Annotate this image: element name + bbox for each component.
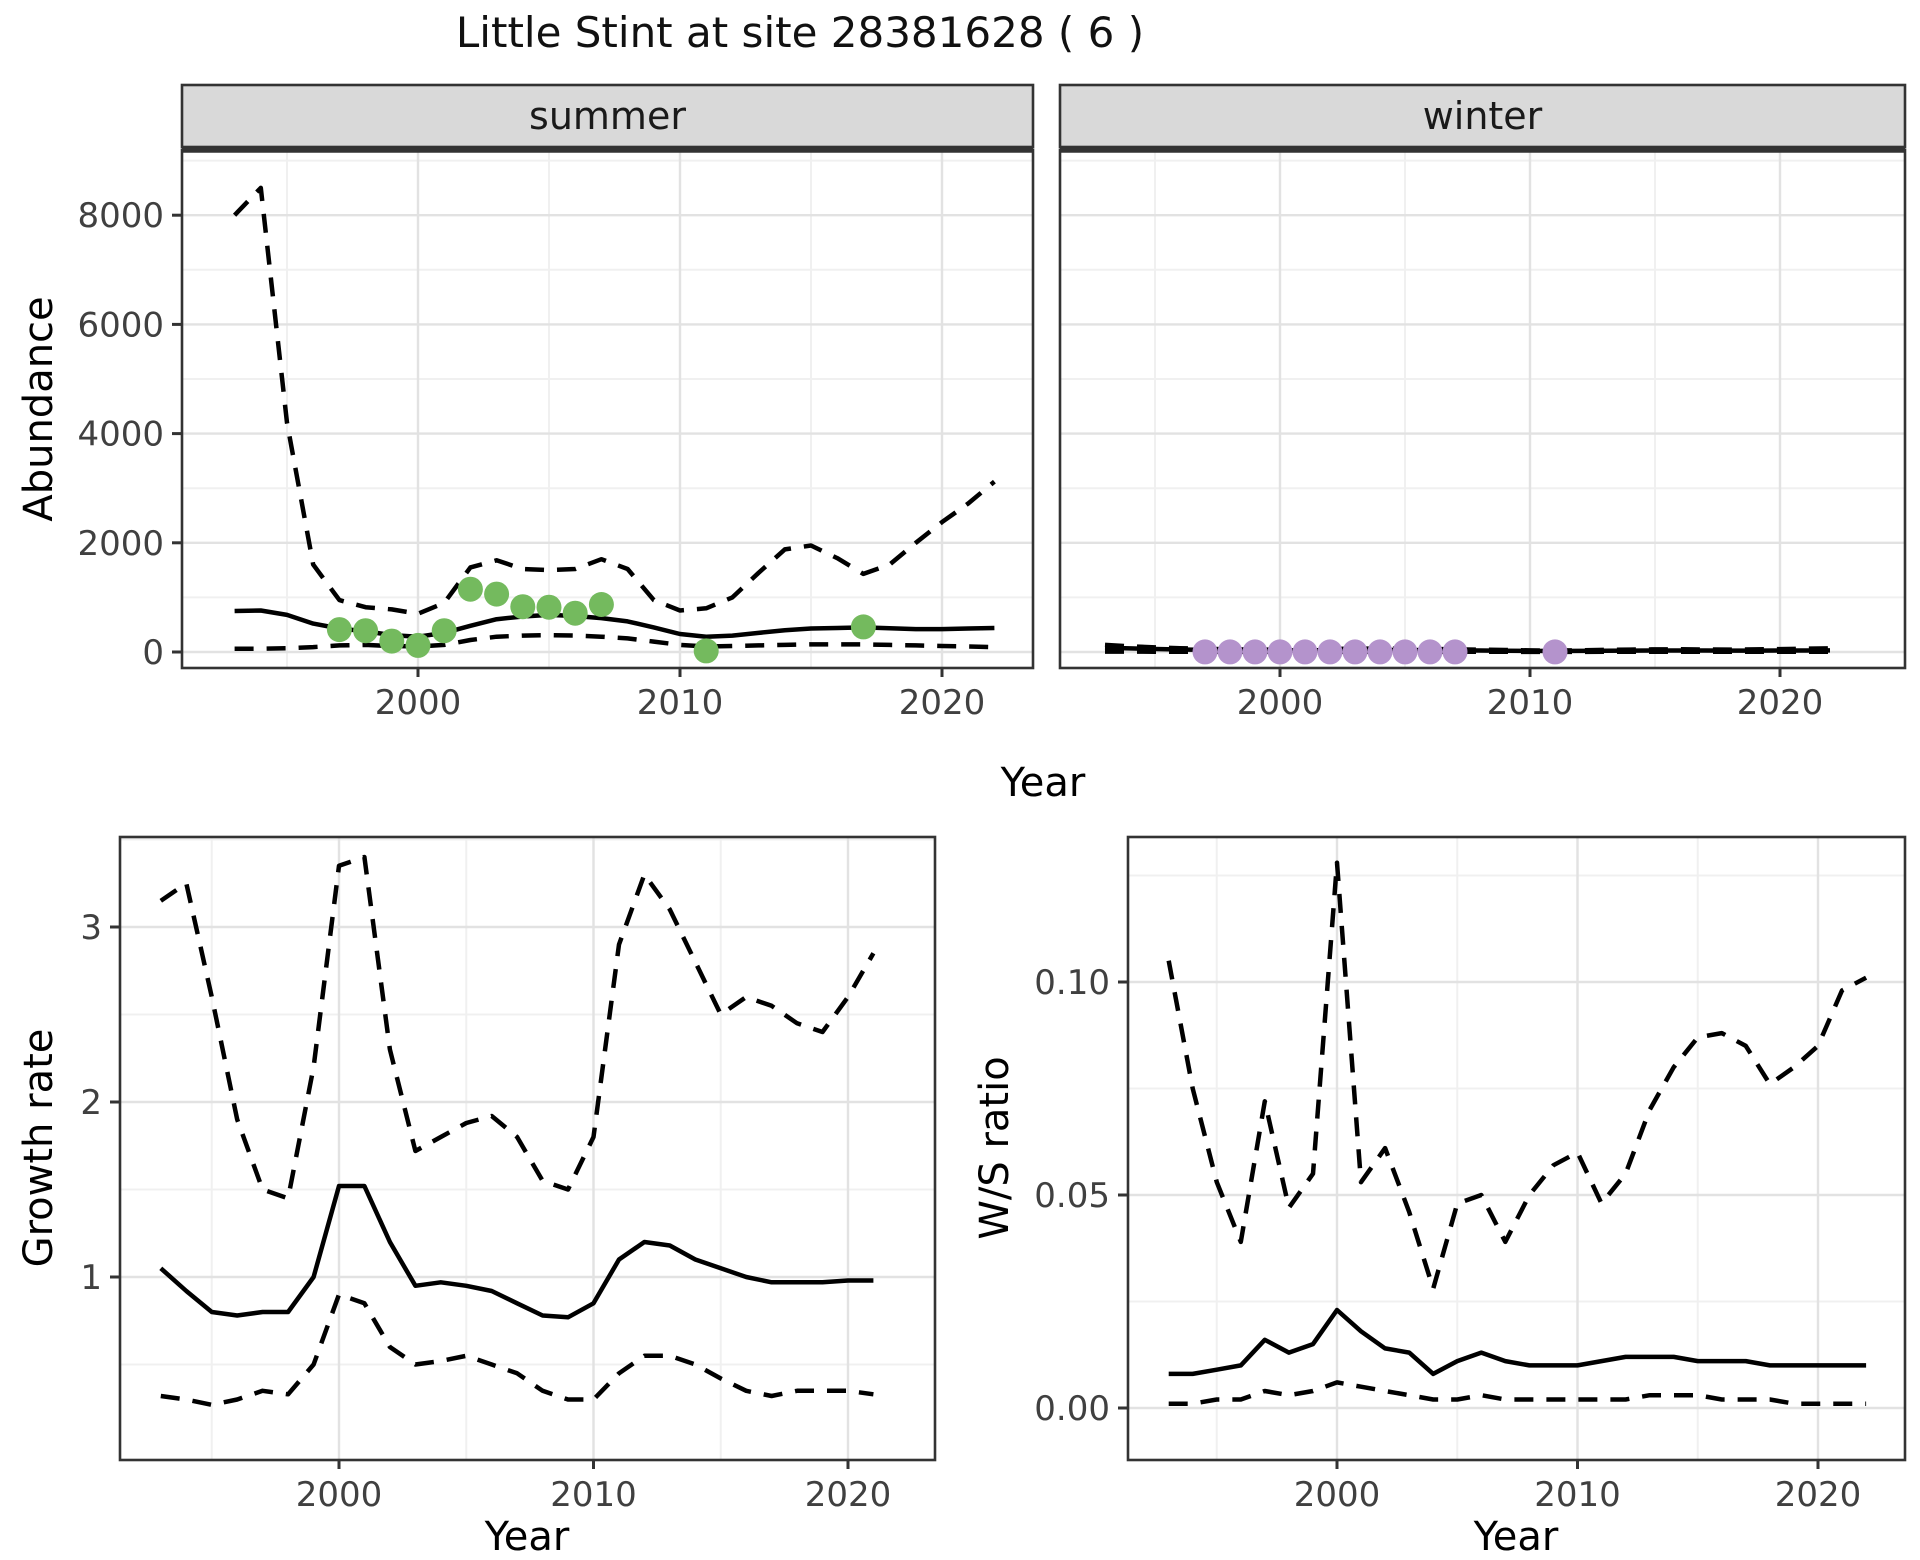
series-lower_95ci: [1168, 1380, 1867, 1406]
panel-background: [1060, 150, 1905, 668]
x-tick-label: 2000: [1294, 1475, 1381, 1515]
data-point-winter: [1417, 639, 1443, 665]
data-point-summer: [405, 632, 431, 658]
y-tick-label: 1: [80, 1258, 102, 1298]
y-tick-label: 0.05: [1034, 1176, 1110, 1216]
data-point-winter: [1192, 639, 1218, 665]
data-point-winter: [1267, 639, 1293, 665]
panel-abundance_summer: summer 2000 2010 2020 0 2000 4000 6000 8000: [77, 83, 1035, 723]
data-point-winter: [1217, 639, 1243, 665]
x-tick-label: 2000: [375, 683, 462, 723]
data-point-summer: [510, 594, 536, 620]
data-point-summer: [457, 576, 483, 602]
panel-border: [118, 835, 937, 1462]
series-mean: [1168, 1307, 1867, 1377]
y-tick-label: 0.00: [1034, 1389, 1110, 1429]
y-tick-label: 2000: [77, 524, 164, 564]
data-point-summer: [536, 594, 562, 620]
data-point-winter: [1442, 639, 1468, 665]
series-upper_95ci: [1166, 860, 1868, 1291]
panel-border: [1126, 835, 1907, 1462]
x-tick-label: 2010: [1534, 1475, 1621, 1515]
panel-background: [182, 150, 1033, 668]
chart-title: Little Stint at site 28381628 ( 6 ): [455, 8, 1145, 57]
x-tick-label: 2020: [1775, 1475, 1862, 1515]
data-point-summer: [562, 600, 588, 626]
y-tick-label: 8000: [77, 196, 164, 236]
panel-growth_rate: 2000 2010 2020 1 2 3: [80, 835, 937, 1515]
data-point-winter: [1542, 639, 1568, 665]
x-axis-title-year-bottom-left: Year: [484, 1514, 570, 1560]
x-tick-label: 2020: [805, 1475, 892, 1515]
x-axis-title-year-top: Year: [1000, 760, 1086, 806]
series-mean: [159, 1183, 874, 1320]
panel-ws_ratio: 2000 2010 2020 0.00 0.05 0.10: [1034, 835, 1907, 1515]
data-point-winter: [1292, 639, 1318, 665]
facet-strip-label: winter: [1423, 94, 1543, 138]
y-tick-label: 0: [142, 633, 164, 673]
data-point-winter: [1367, 639, 1393, 665]
facet-strip-label: summer: [529, 94, 686, 138]
data-point-winter: [1342, 639, 1368, 665]
y-tick-label: 4000: [77, 415, 164, 455]
data-point-winter: [1317, 639, 1343, 665]
y-axis-title-growth-rate: Growth rate: [16, 1028, 62, 1268]
series-upper_95ci: [159, 854, 876, 1201]
facet-strip: [1058, 83, 1907, 149]
x-tick-label: 2010: [637, 683, 724, 723]
y-tick-label: 3: [80, 908, 102, 948]
data-point-summer: [588, 592, 614, 617]
data-point-summer: [379, 628, 405, 654]
y-tick-label: 2: [80, 1083, 102, 1123]
data-point-summer: [326, 617, 352, 643]
x-tick-label: 2000: [296, 1475, 383, 1515]
x-tick-label: 2020: [1737, 683, 1824, 723]
y-tick-label: 6000: [77, 305, 164, 345]
data-point-winter: [1242, 639, 1268, 665]
x-tick-label: 2000: [1237, 683, 1324, 723]
x-tick-label: 2020: [899, 683, 986, 723]
data-point-summer: [431, 618, 457, 644]
y-tick-label: 0.10: [1034, 963, 1110, 1003]
y-axis-title-abundance: Abundance: [16, 296, 62, 522]
y-axis-title-ws-ratio: W/S ratio: [972, 1056, 1018, 1240]
panel-abundance_winter: winter 2000 2010 2020: [1058, 83, 1907, 723]
x-tick-label: 2010: [550, 1475, 637, 1515]
panel-background: [120, 837, 935, 1460]
x-tick-label: 2010: [1487, 683, 1574, 723]
series-lower_95ci: [160, 1292, 874, 1408]
series-upper_95ci: [232, 185, 996, 617]
facet-strip: [180, 83, 1035, 149]
x-axis-title-year-bottom-right: Year: [1473, 1514, 1559, 1560]
data-point-summer: [484, 581, 510, 607]
data-point-summer: [353, 618, 379, 644]
data-point-summer: [693, 638, 719, 664]
data-point-winter: [1392, 639, 1418, 665]
data-point-summer: [850, 614, 876, 640]
